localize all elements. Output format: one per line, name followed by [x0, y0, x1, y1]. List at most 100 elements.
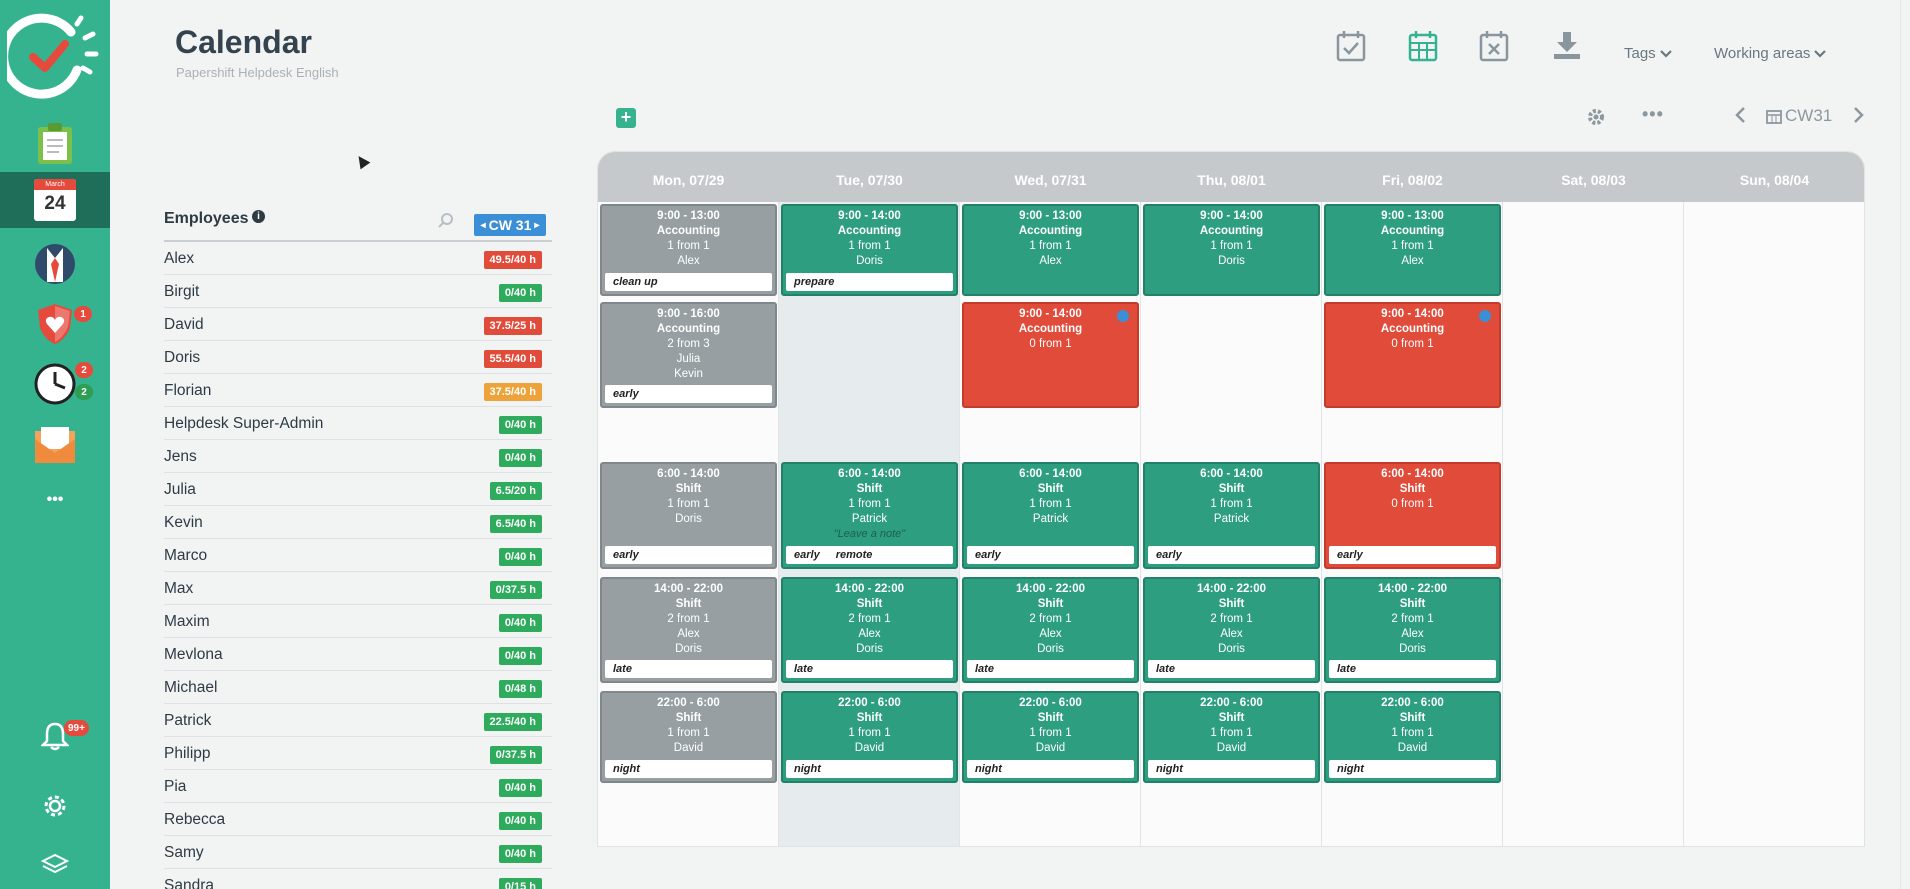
notifications-nav[interactable]: 99+ [0, 714, 110, 758]
calendar-view-button[interactable] [1408, 30, 1438, 67]
shift-card[interactable]: 14:00 - 22:00 Shift 2 from 1 Alex Doris late [1324, 577, 1501, 683]
employee-row[interactable]: Michael 0/48 h [164, 671, 552, 704]
shift-card[interactable]: 22:00 - 6:00 Shift 1 from 1 David night [1324, 691, 1501, 783]
employee-row[interactable]: Patrick 22.5/40 h [164, 704, 552, 737]
day-column[interactable] [1503, 202, 1684, 846]
time-tracking-nav[interactable]: 2 2 [0, 360, 110, 408]
shift-card[interactable]: 9:00 - 14:00 Accounting 1 from 1 Doris prepa… [781, 204, 958, 296]
shift-employee: Alex [1039, 628, 1062, 640]
calendar-check-icon [1336, 31, 1366, 62]
download-button[interactable] [1552, 30, 1582, 65]
add-shift-button[interactable]: + [616, 108, 636, 128]
employee-row[interactable]: Alex 49.5/40 h [164, 242, 552, 275]
shift-card[interactable]: 6:00 - 14:00 Shift 1 from 1 Patrick early [1143, 462, 1320, 569]
shift-employee: David [673, 742, 704, 754]
papershift-logo[interactable] [0, 10, 110, 100]
shift-card[interactable]: 22:00 - 6:00 Shift 1 from 1 David night [600, 691, 777, 783]
shift-card[interactable]: 6:00 - 14:00 Shift 0 from 1 early [1324, 462, 1501, 569]
day-column[interactable] [960, 202, 1141, 846]
employee-row[interactable]: Mevlona 0/40 h [164, 638, 552, 671]
cancel-shifts-button[interactable] [1479, 30, 1509, 67]
day-column[interactable] [598, 202, 779, 846]
day-column[interactable] [1322, 202, 1503, 846]
employee-row[interactable]: Doris 55.5/40 h [164, 341, 552, 374]
shift-card[interactable]: 22:00 - 6:00 Shift 1 from 1 David night [781, 691, 958, 783]
shift-time: 6:00 - 14:00 [838, 468, 901, 480]
shift-area: Shift [856, 598, 883, 610]
shift-card[interactable]: 9:00 - 14:00 Accounting 1 from 1 Doris [1143, 204, 1320, 296]
clipboard-nav[interactable] [0, 118, 110, 170]
shift-tag: night [975, 763, 1002, 775]
previous-week-button[interactable] [1734, 106, 1746, 129]
shift-tag: clean up [613, 276, 658, 288]
shift-card[interactable]: 22:00 - 6:00 Shift 1 from 1 David night [1143, 691, 1320, 783]
shift-card[interactable]: 6:00 - 14:00 Shift 1 from 1 Doris early [600, 462, 777, 569]
hours-badge: 55.5/40 h [483, 350, 542, 368]
shift-staffing: 0 from 1 [1391, 498, 1434, 510]
employee-nav[interactable] [0, 240, 110, 288]
shift-time: 9:00 - 13:00 [657, 210, 720, 222]
shift-card[interactable]: 9:00 - 14:00 Accounting 0 from 1 [962, 302, 1139, 408]
calendar-settings-button[interactable] [1586, 107, 1606, 132]
employee-row[interactable]: Maxim 0/40 h [164, 605, 552, 638]
week-picker[interactable]: CW31 [1766, 106, 1832, 126]
employee-name: Helpdesk Super-Admin [164, 415, 324, 432]
shift-card[interactable]: 14:00 - 22:00 Shift 2 from 1 Alex Doris late [962, 577, 1139, 683]
shift-card[interactable]: 14:00 - 22:00 Shift 2 from 1 Alex Doris late [781, 577, 958, 683]
shift-tags: late [967, 660, 1134, 678]
calendar-small-icon [1766, 110, 1782, 124]
shift-card[interactable]: 14:00 - 22:00 Shift 2 from 1 Alex Doris late [600, 577, 777, 683]
more-nav[interactable]: ••• [46, 491, 64, 508]
shift-card[interactable]: 6:00 - 14:00 Shift 1 from 1 Patrick early [962, 462, 1139, 569]
calendar-x-icon [1479, 31, 1509, 62]
employee-row[interactable]: Kevin 6.5/40 h [164, 506, 552, 539]
search-icon[interactable] [437, 211, 455, 229]
shift-tag: early [613, 549, 639, 561]
employee-row[interactable]: Helpdesk Super-Admin 0/40 h [164, 407, 552, 440]
employee-row[interactable]: Marco 0/40 h [164, 539, 552, 572]
shift-card[interactable]: 9:00 - 13:00 Accounting 1 from 1 Alex [962, 204, 1139, 296]
more-options-button[interactable]: ••• [1642, 104, 1664, 125]
shift-card[interactable]: 9:00 - 13:00 Accounting 1 from 1 Alex clean … [600, 204, 777, 296]
calendar-day-label: 24 [44, 193, 66, 214]
shift-staffing: 1 from 1 [1210, 240, 1253, 252]
shift-card[interactable]: 9:00 - 13:00 Accounting 1 from 1 Alex [1324, 204, 1501, 296]
shift-card[interactable]: 22:00 - 6:00 Shift 1 from 1 David night [962, 691, 1139, 783]
employee-row[interactable]: Max 0/37.5 h [164, 572, 552, 605]
next-week-button[interactable] [1853, 106, 1865, 129]
employee-row[interactable]: Julia 6.5/20 h [164, 473, 552, 506]
book-stack-icon [40, 853, 70, 874]
employee-row[interactable]: Rebecca 0/40 h [164, 803, 552, 836]
working-areas-dropdown[interactable]: Working areas [1714, 45, 1827, 62]
info-icon[interactable]: i [252, 210, 265, 223]
shift-card[interactable]: 9:00 - 16:00 Accounting 2 from 3 Julia Kevin… [600, 302, 777, 408]
approve-shifts-button[interactable] [1336, 30, 1366, 67]
employee-name: Philipp [164, 745, 211, 762]
shift-employee: David [854, 742, 885, 754]
day-column[interactable] [1141, 202, 1322, 846]
employee-row[interactable]: Sandra 0/15 h [164, 869, 552, 889]
employee-name: Samy [164, 844, 204, 861]
messages-nav[interactable] [0, 420, 110, 470]
employee-row[interactable]: David 37.5/25 h [164, 308, 552, 341]
tags-dropdown[interactable]: Tags [1624, 45, 1672, 62]
employee-name: Kevin [164, 514, 203, 531]
page-scrollbar[interactable] [1900, 0, 1910, 889]
shift-card[interactable]: 9:00 - 14:00 Accounting 0 from 1 [1324, 302, 1501, 408]
employee-row[interactable]: Florian 37.5/40 h [164, 374, 552, 407]
day-column[interactable] [1684, 202, 1864, 846]
cw-toggle-button[interactable]: ◂ CW 31 ▸ [474, 214, 546, 236]
shift-card[interactable]: 14:00 - 22:00 Shift 2 from 1 Alex Doris late [1143, 577, 1320, 683]
employee-row[interactable]: Birgit 0/40 h [164, 275, 552, 308]
employee-row[interactable]: Pia 0/40 h [164, 770, 552, 803]
shift-card[interactable]: 6:00 - 14:00 Shift 1 from 1 Patrick "Leave a… [781, 462, 958, 569]
employee-row[interactable]: Philipp 0/37.5 h [164, 737, 552, 770]
employee-row[interactable]: Jens 0/40 h [164, 440, 552, 473]
absence-nav[interactable]: 1 [0, 298, 110, 350]
download-icon [1554, 32, 1580, 59]
employee-row[interactable]: Samy 0/40 h [164, 836, 552, 869]
shift-employee: Patrick [1213, 513, 1250, 525]
calendar-nav[interactable]: March 24 [0, 172, 110, 228]
settings-nav[interactable] [0, 786, 110, 826]
knowledge-nav[interactable] [0, 846, 110, 882]
